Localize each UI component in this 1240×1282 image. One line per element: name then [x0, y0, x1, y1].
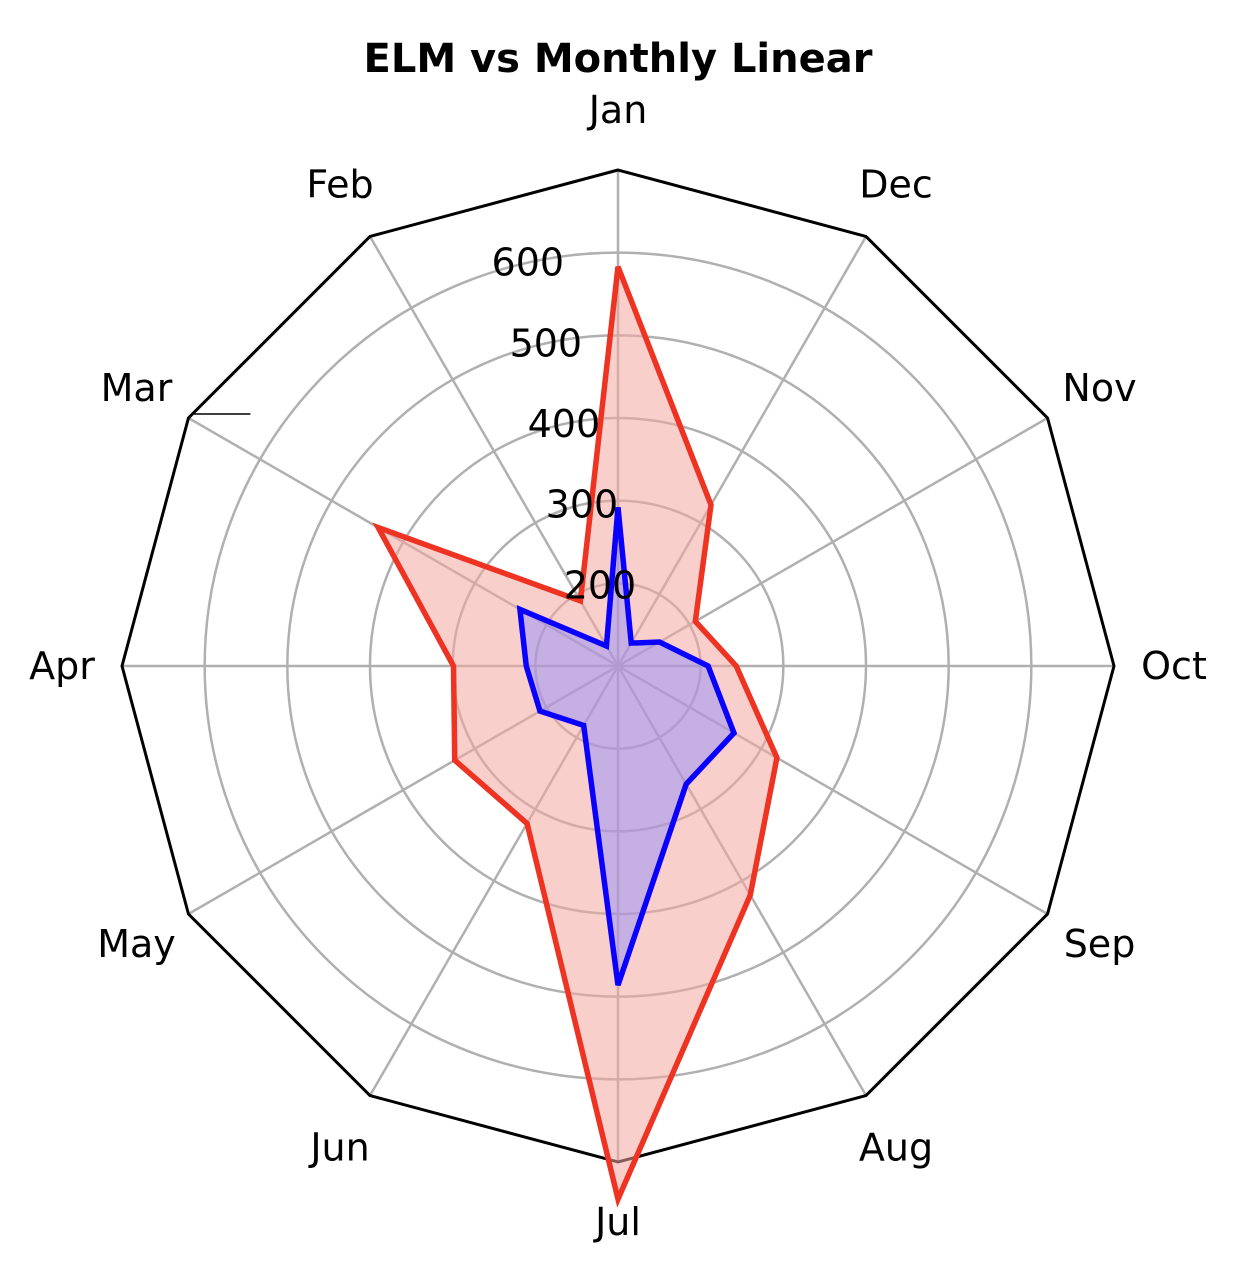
category-label-sep: Sep	[1064, 922, 1136, 966]
r-tick-label-600: 600	[492, 241, 565, 285]
r-tick-label-400: 400	[528, 402, 601, 446]
category-label-jun: Jun	[308, 1126, 369, 1170]
category-label-dec: Dec	[859, 162, 933, 206]
r-tick-label-200: 200	[564, 563, 637, 607]
series-1-area	[378, 266, 777, 1200]
category-label-jul: Jul	[593, 1200, 641, 1244]
category-label-feb: Feb	[306, 162, 373, 206]
category-label-may: May	[97, 922, 176, 966]
series-2-line	[516, 507, 738, 986]
category-label-nov: Nov	[1062, 366, 1136, 410]
category-label-mar: Mar	[101, 366, 173, 410]
chart-title: ELM vs Monthly Linear	[364, 36, 873, 82]
series-2-area	[519, 507, 734, 986]
series-layer	[372, 265, 780, 1208]
r-tick-label-300: 300	[546, 483, 619, 527]
label-layer: 200 300 400 500 600 Jan Feb Mar Apr May Jun Jul Aug S…	[29, 88, 1207, 1244]
category-label-jan: Jan	[587, 88, 648, 132]
spoke-feb	[368, 235, 620, 667]
r-tick-label-500: 500	[510, 321, 583, 365]
category-label-oct: Oct	[1141, 644, 1207, 688]
category-label-aug: Aug	[859, 1126, 933, 1170]
category-label-apr: Apr	[29, 644, 95, 688]
series-1-line	[372, 265, 780, 1208]
